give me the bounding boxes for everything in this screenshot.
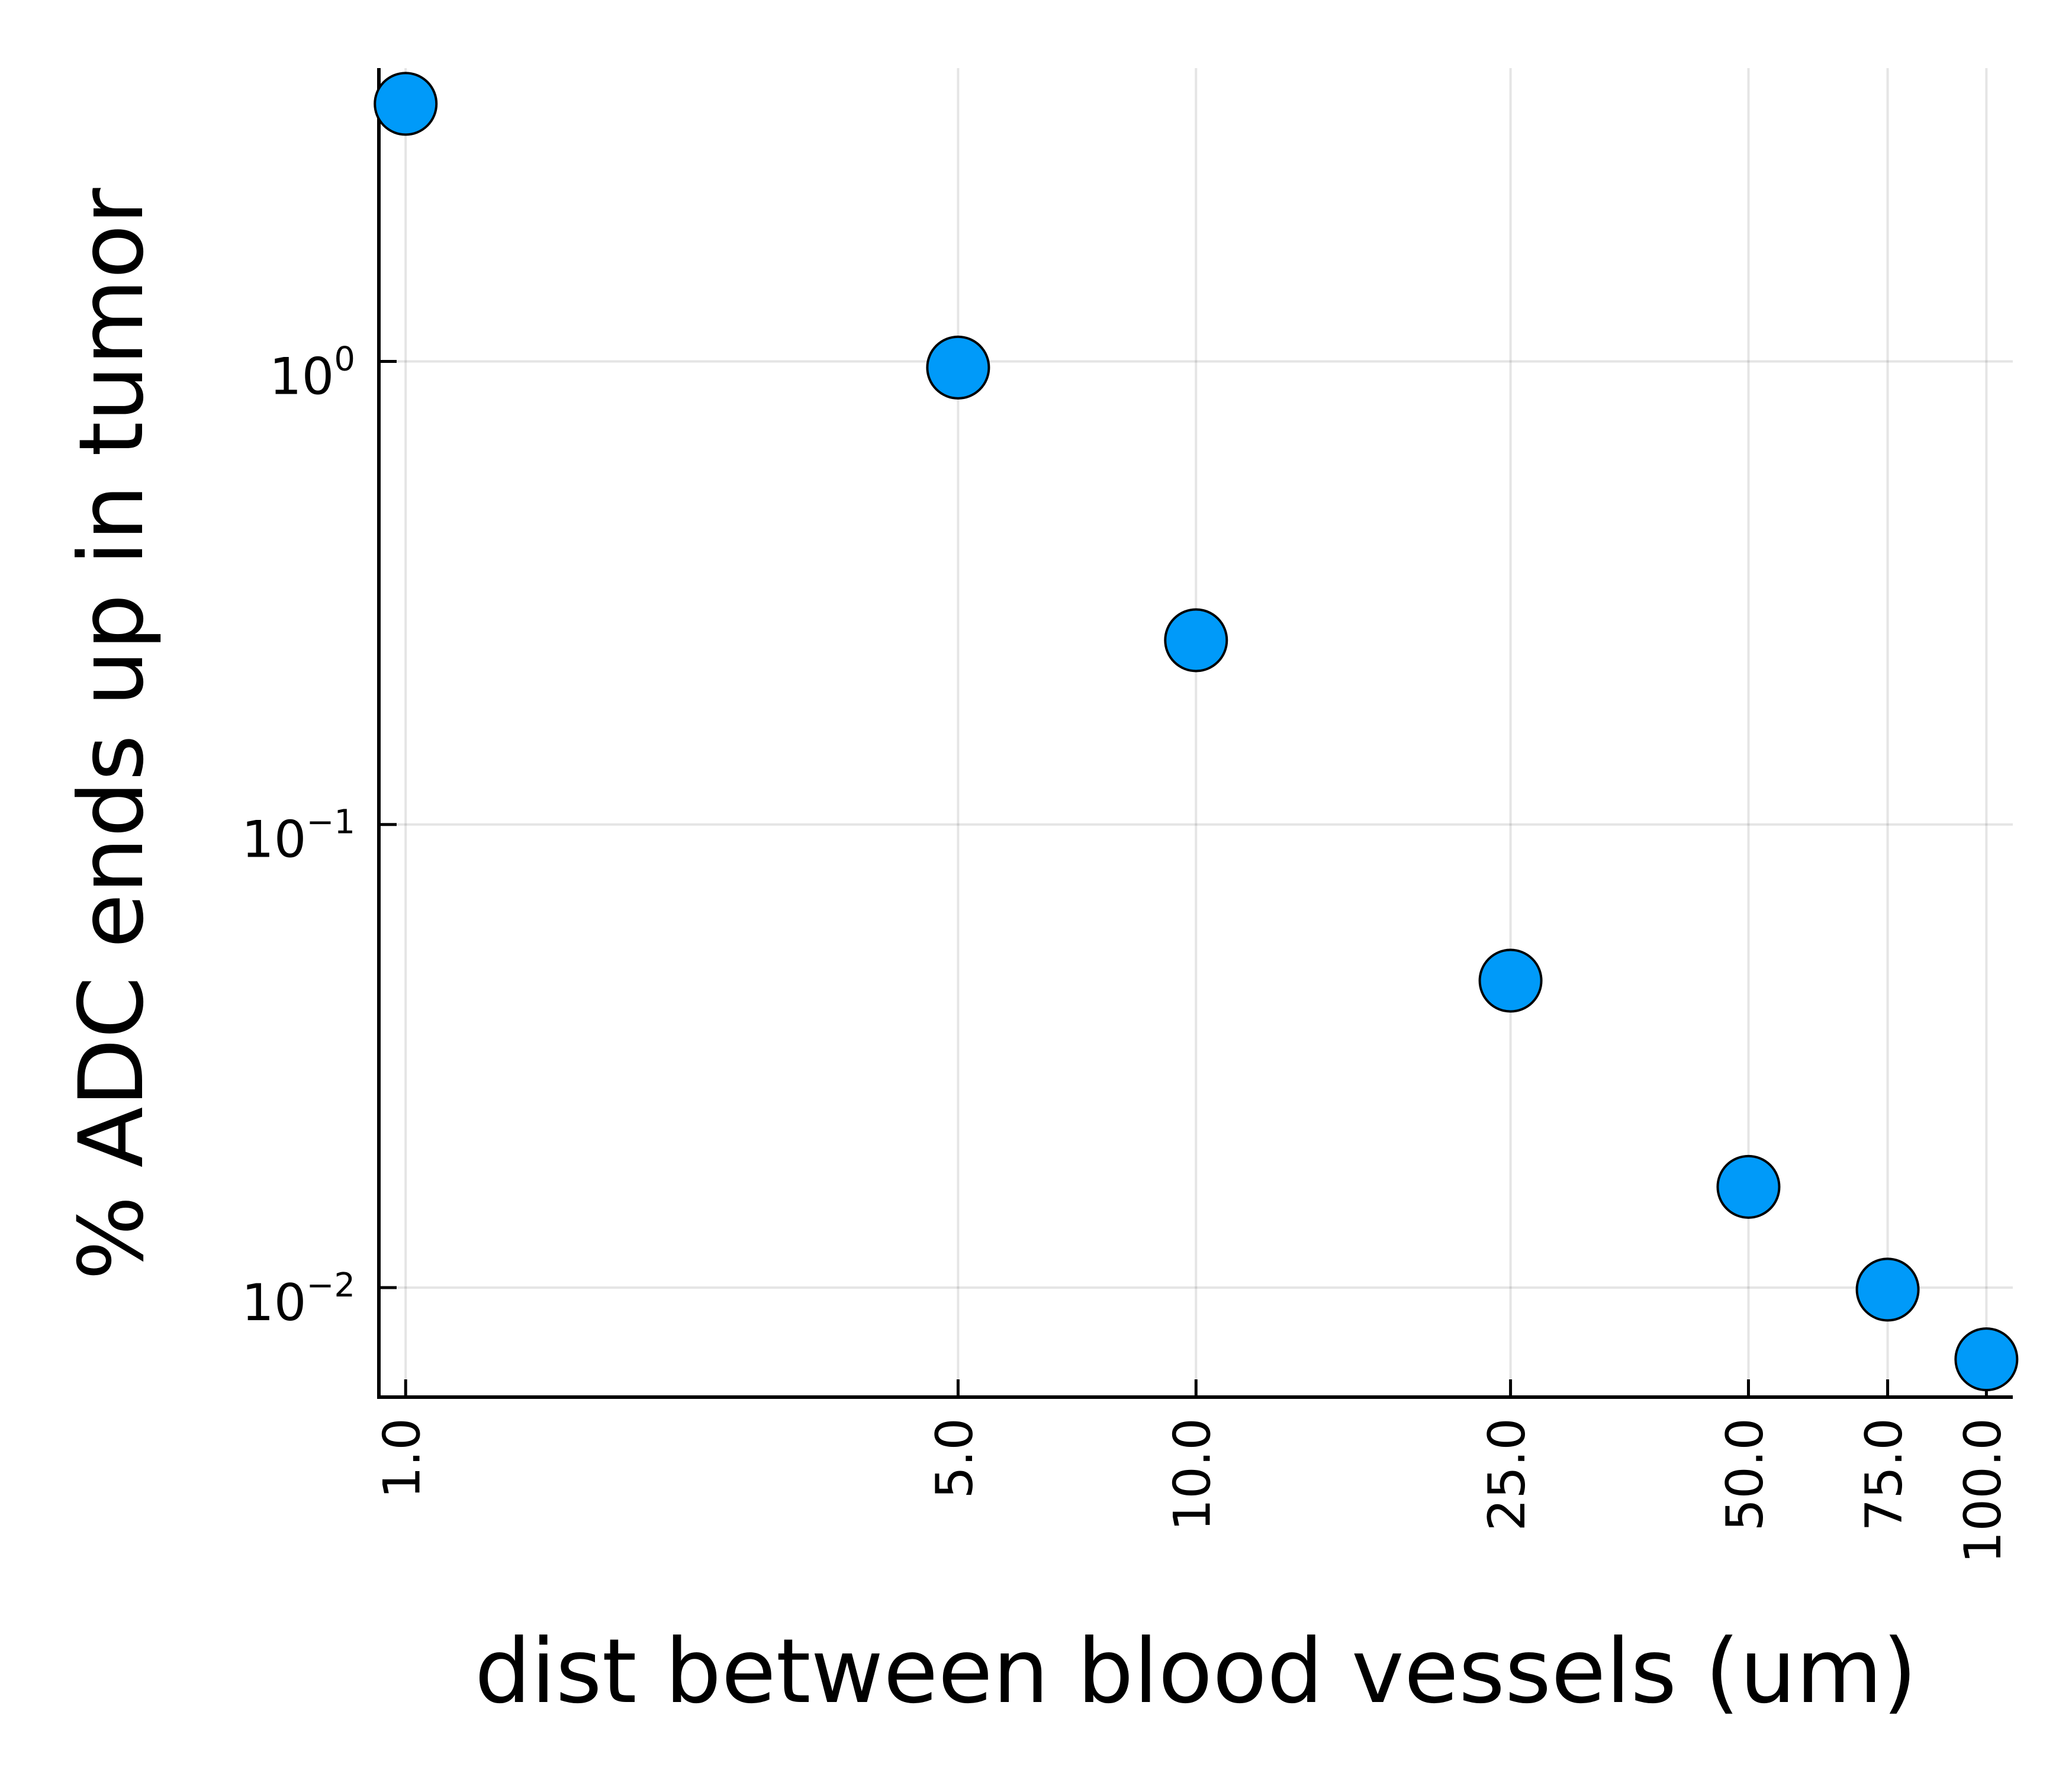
y-tick-base: 10	[242, 1273, 306, 1333]
x-tick-label: 5.0	[925, 1418, 984, 1499]
data-point	[926, 335, 990, 400]
data-point	[1855, 1257, 1920, 1322]
y-axis-label: % ADC ends up in tumor	[60, 188, 163, 1280]
x-tick-label: 1.0	[373, 1418, 432, 1499]
data-point	[1954, 1327, 2019, 1392]
data-point	[1478, 948, 1543, 1013]
data-point	[1164, 608, 1228, 673]
x-tick-label: 75.0	[1855, 1418, 1914, 1531]
y-tick-exponent: −2	[306, 1266, 355, 1305]
x-tick-label: 25.0	[1478, 1418, 1537, 1531]
y-tick-label: 10−2	[242, 1266, 355, 1333]
y-tick-label: 10−1	[242, 803, 355, 870]
x-tick-label: 100.0	[1954, 1418, 2013, 1563]
data-point	[1716, 1154, 1781, 1219]
data-points	[374, 72, 2019, 1392]
grid	[379, 68, 2013, 1397]
y-tick-base: 10	[269, 348, 334, 407]
y-tick-exponent: 0	[334, 340, 355, 379]
x-tick-label: 10.0	[1163, 1418, 1222, 1531]
y-tick-label: 100	[269, 340, 355, 407]
y-tick-exponent: −1	[306, 803, 355, 842]
y-tick-base: 10	[242, 810, 306, 870]
x-tick-label: 50.0	[1716, 1418, 1775, 1531]
data-point	[374, 72, 438, 136]
x-axis-label: dist between blood vessels (um)	[475, 1620, 1917, 1723]
